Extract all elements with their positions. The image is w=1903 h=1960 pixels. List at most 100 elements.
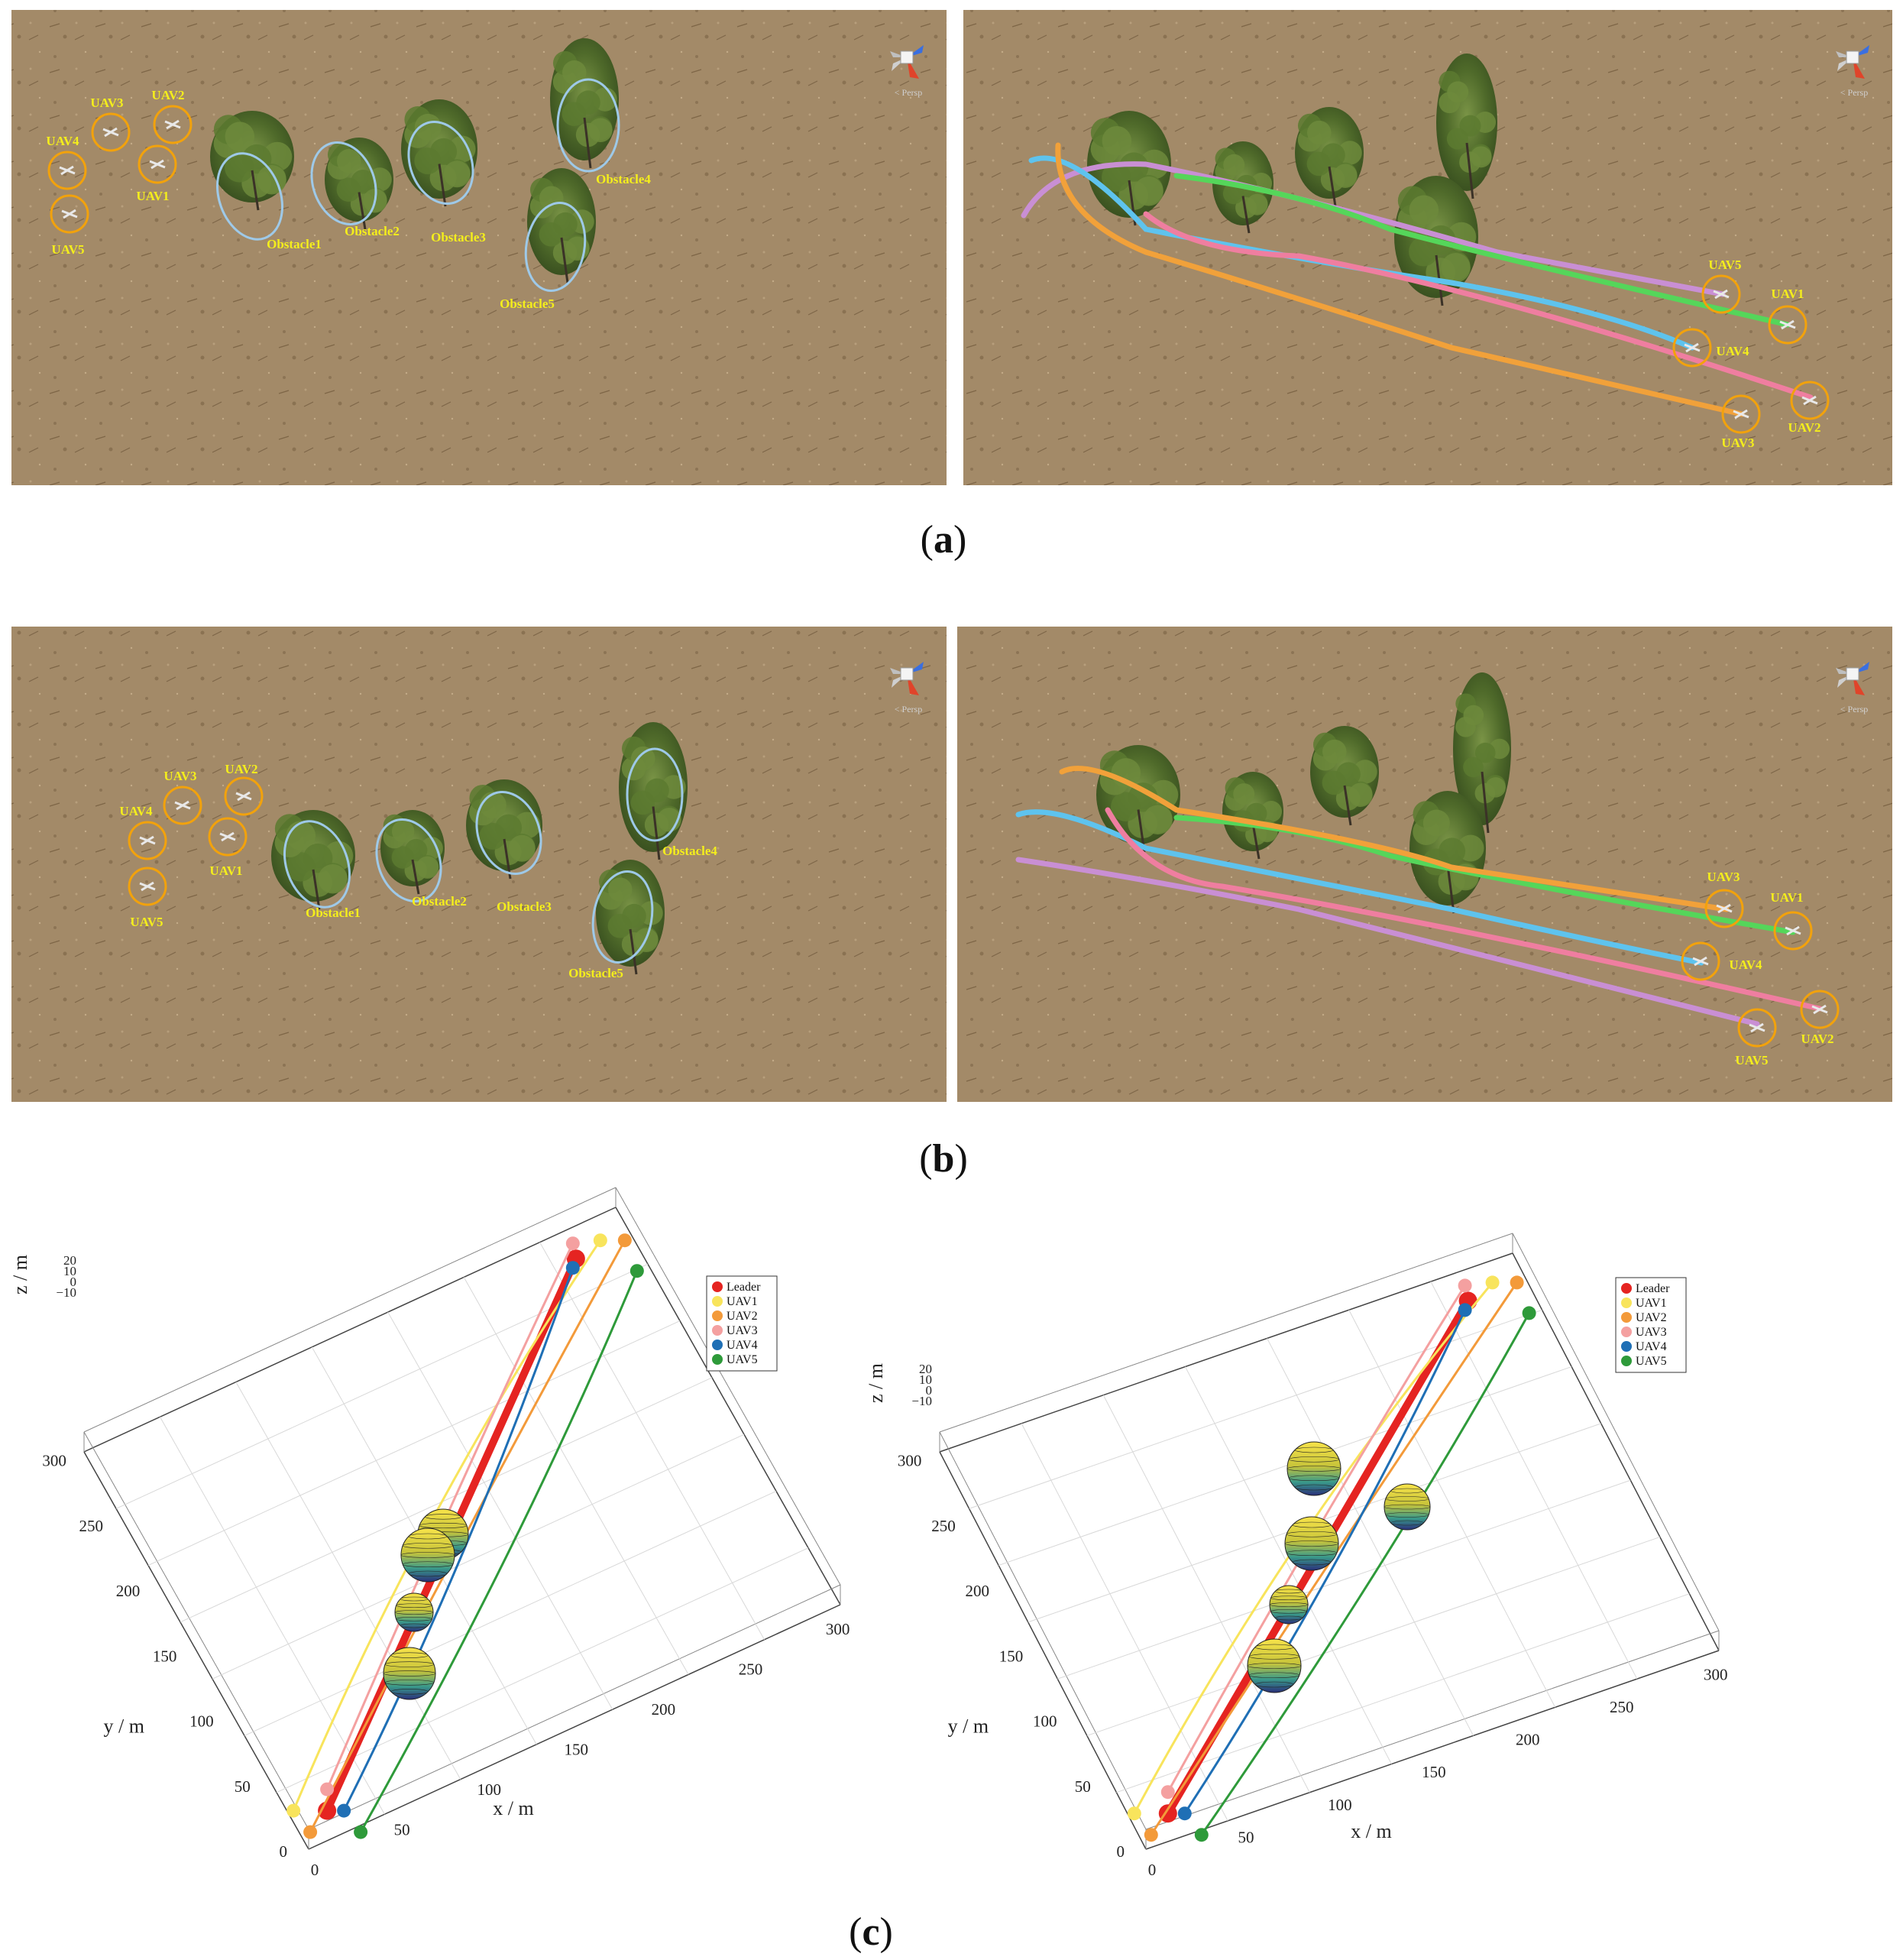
foliage: [622, 903, 646, 928]
grid-line: [998, 1366, 1572, 1566]
sphere-mesh: [402, 1561, 454, 1568]
uav-ring: [91, 112, 131, 152]
drone-icon: [1684, 342, 1701, 353]
ground: [11, 627, 947, 1102]
z-tick-label: 20: [919, 1362, 932, 1376]
obstacle-ring: [556, 78, 620, 173]
y-tick-label: 250: [931, 1517, 956, 1535]
sphere-mesh: [1248, 1653, 1300, 1660]
sphere-mesh: [1385, 1496, 1429, 1502]
drone-icon: [59, 165, 76, 176]
uav-ring: [47, 151, 87, 190]
z-tick-label: 20: [63, 1253, 76, 1268]
obstacle-label: Obstacle2: [412, 894, 467, 909]
foliage: [225, 121, 255, 151]
simulation-scenes: < Persp Obstacle1 Obstacle2 Obstacle3 Obstac…: [11, 10, 1892, 1102]
foliage: [608, 877, 633, 902]
foliage: [405, 838, 428, 862]
y-tick-label: 50: [1075, 1777, 1091, 1796]
grid-line: [1267, 1338, 1474, 1736]
legend-marker: [1621, 1356, 1632, 1366]
tree-trunk: [312, 869, 321, 910]
x-tick-label: 0: [311, 1861, 319, 1879]
foliage: [539, 186, 564, 210]
trajectory-trail: [1143, 211, 1814, 400]
x-tick-label: 200: [652, 1700, 676, 1719]
sphere-mesh: [400, 1552, 455, 1558]
trajectory-end-marker: [629, 1264, 644, 1278]
grid-line: [1348, 1310, 1556, 1708]
axis-box-edge: [1512, 1233, 1720, 1631]
obstacle-label: Obstacle3: [497, 899, 552, 914]
grid-line: [1021, 1423, 1228, 1822]
axis-box-edge: [615, 1187, 841, 1586]
obstacle-ring: [475, 791, 542, 875]
grid-line: [115, 1263, 649, 1509]
axis-box-edge: [308, 1604, 841, 1850]
uav-label: UAV3: [1707, 870, 1740, 884]
foliage: [631, 746, 655, 771]
foliage: [1245, 802, 1267, 824]
trajectory-start-marker: [1127, 1806, 1141, 1821]
drone-icon: [1779, 319, 1796, 330]
uav-label: UAV4: [1716, 344, 1749, 358]
legend-entry: UAV5: [727, 1353, 758, 1366]
z-axis-label: z / m: [865, 1363, 887, 1403]
drone-icon: [61, 209, 78, 219]
view-mode-label: < Persp: [895, 87, 922, 98]
axis-box-edge: [1512, 1252, 1720, 1651]
obstacle-label: Obstacle5: [500, 296, 555, 311]
foliage: [1474, 742, 1496, 763]
obstacle-sphere: [383, 1647, 436, 1700]
trajectory-chart-1: 0501001502002503000501001502002503002010…: [9, 1187, 850, 1879]
sphere-mesh: [1286, 1531, 1338, 1537]
drone-icon: [1749, 1022, 1765, 1033]
uav-trajectory: [1150, 1281, 1518, 1836]
scene-panel-1: < Persp Obstacle1 Obstacle2 Obstacle3 Obstac…: [11, 10, 947, 485]
foliage: [562, 60, 587, 85]
obstacle-sphere: [1269, 1585, 1309, 1625]
grid-line: [180, 1377, 713, 1623]
axis-box-edge: [83, 1207, 617, 1453]
orientation-gizmo-icon: < Persp: [890, 45, 924, 98]
sphere-mesh: [1390, 1488, 1424, 1494]
x-tick-label: 150: [565, 1741, 589, 1759]
trajectory-trail: [1015, 809, 1704, 966]
obstacle-sphere: [400, 1528, 455, 1583]
uav-ring: [224, 776, 264, 816]
foliage: [1485, 777, 1506, 798]
trajectory-end-marker: [1458, 1303, 1472, 1317]
legend-entry: UAV4: [1636, 1340, 1667, 1353]
x-tick-label: 50: [1238, 1828, 1254, 1846]
sphere-mesh: [419, 1522, 468, 1529]
tree-trunk: [438, 164, 447, 207]
foliage: [1143, 805, 1173, 835]
foliage: [318, 863, 348, 894]
tree-trunk: [251, 170, 260, 211]
gizmo-center: [900, 667, 914, 681]
uav-label: UAV5: [130, 915, 163, 929]
drone-icon: [1785, 925, 1801, 936]
legend-entry: UAV3: [727, 1324, 758, 1337]
trajectory-start-marker: [354, 1825, 368, 1839]
axis-box-edge: [939, 1451, 1147, 1850]
legend-marker: [712, 1325, 723, 1336]
sphere-mesh: [1274, 1615, 1303, 1621]
trajectory-start-marker: [303, 1825, 318, 1839]
legend-marker: [1621, 1297, 1632, 1308]
uav-label: UAV3: [1721, 436, 1754, 450]
foliage: [1463, 756, 1484, 778]
sphere-mesh: [383, 1670, 436, 1677]
grid-line: [969, 1309, 1542, 1509]
drone-icon: [149, 159, 166, 170]
foliage: [1409, 195, 1439, 225]
obstacle-ring: [524, 202, 587, 292]
y-tick-label: 100: [189, 1712, 214, 1731]
foliage: [1422, 809, 1450, 837]
sphere-mesh: [1384, 1504, 1431, 1510]
gizmo-center: [1846, 667, 1859, 681]
x-tick-label: 300: [1704, 1665, 1728, 1683]
uav-ring: [1704, 889, 1744, 928]
foliage: [416, 856, 439, 879]
